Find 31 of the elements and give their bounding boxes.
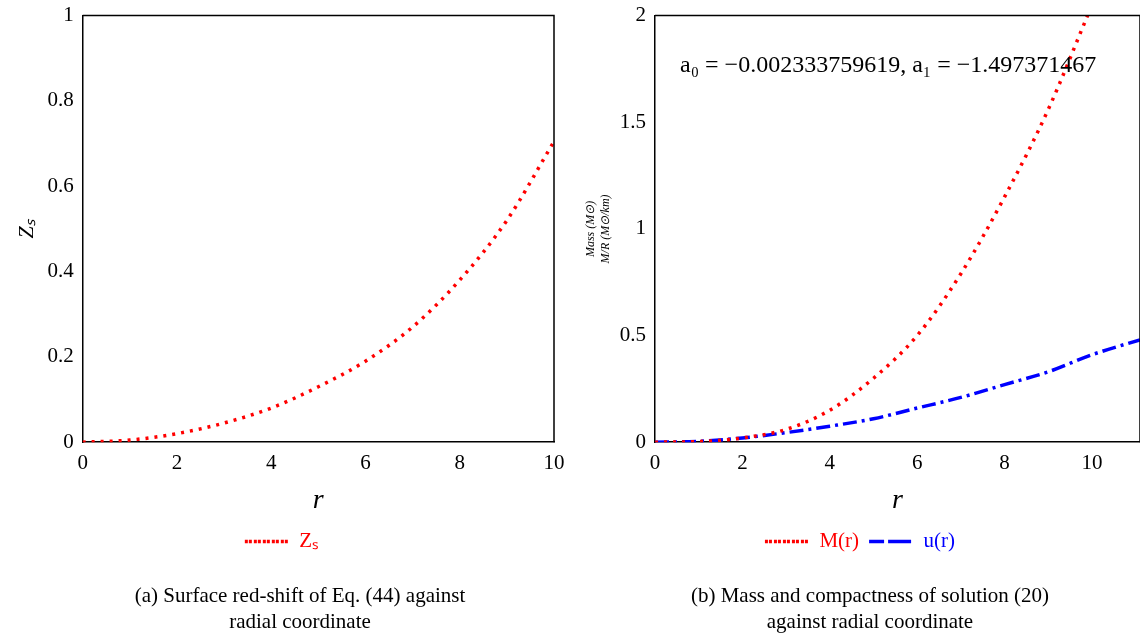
x-tick-label: 10 [543, 450, 565, 475]
legend-label: M(r) [819, 528, 860, 553]
y-tick-label: 0.5 [619, 322, 647, 347]
x-tick-label: 2 [737, 450, 748, 475]
text: (a) Surface red-shift of Eq. (44) against radial coordinate [133, 582, 467, 634]
y-tick-label: 2 [635, 2, 647, 27]
y-tick-label: 0.8 [47, 87, 74, 112]
x-axis-title: r [312, 482, 324, 514]
x-tick-label: 8 [999, 450, 1010, 475]
x-tick-label: 4 [265, 450, 277, 475]
y-axis-title: Zₛ [12, 218, 38, 239]
y-tick-label: 0.2 [47, 343, 74, 368]
x-tick-label: 4 [824, 450, 836, 475]
y-tick-label: 0.4 [47, 258, 75, 283]
y-tick-label: 0 [635, 428, 647, 453]
x-tick-label: 8 [454, 450, 465, 475]
x-axis-title: r [892, 482, 904, 514]
y-tick-label: 1.5 [619, 108, 647, 133]
text: (b) Mass and compactness of solution (20) against radial coordinate [689, 582, 1051, 634]
x-tick-label: 6 [360, 450, 371, 475]
x-tick-label: 6 [911, 450, 923, 475]
annotation: a₀ = −0.002333759619, a₁ = −1.497371467 [680, 50, 1097, 77]
y-tick-label: 1 [63, 2, 74, 27]
x-tick-label: 10 [1081, 450, 1103, 475]
legend-label: Zₛ [299, 528, 320, 553]
y-axis-title: Mass (M⊙) M/R (M⊙/km) [583, 194, 612, 265]
y-tick-label: 0.6 [47, 172, 74, 197]
y-tick-label: 1 [635, 215, 647, 240]
y-tick-label: 0 [63, 428, 74, 453]
legend-label: u(r) [923, 528, 956, 553]
x-tick-label: 2 [171, 450, 183, 475]
